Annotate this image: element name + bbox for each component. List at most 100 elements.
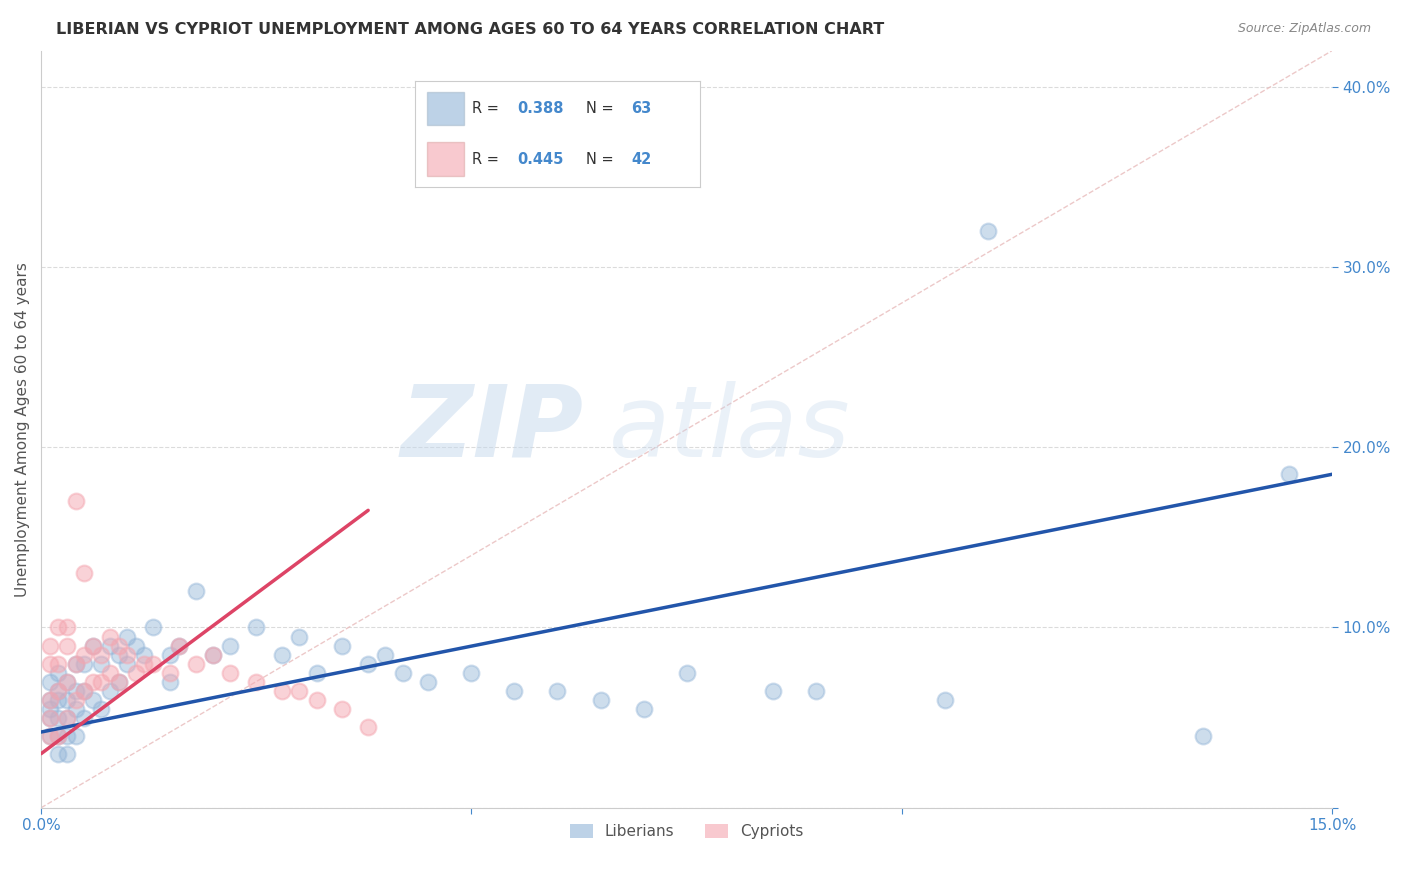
Point [330,701,353,715]
Point [56,747,79,761]
Point [56,692,79,706]
Point [115,657,138,671]
Point [245,620,267,634]
Point [90,648,112,662]
Point [159,665,181,680]
Point [73,566,96,581]
Point [633,701,655,715]
Point [98,630,121,644]
Point [65,729,87,743]
Point [46,692,69,706]
Point [73,683,96,698]
Point [167,639,190,653]
Point [46,620,69,634]
Point [418,674,440,689]
Point [934,692,956,706]
Point [134,648,156,662]
Point [125,665,148,680]
Point [73,648,96,662]
Point [288,683,311,698]
Point [167,639,190,653]
Point [90,701,112,715]
Point [357,720,380,734]
Point [503,683,526,698]
Point [73,657,96,671]
Point [245,674,267,689]
Point [115,648,138,662]
Point [142,620,165,634]
Point [38,674,60,689]
Point [107,674,129,689]
Point [56,620,79,634]
Point [159,674,181,689]
Point [82,674,104,689]
Y-axis label: Unemployment Among Ages 60 to 64 years: Unemployment Among Ages 60 to 64 years [15,261,30,597]
Point [65,494,87,508]
Point [46,683,69,698]
Text: Source: ZipAtlas.com: Source: ZipAtlas.com [1237,22,1371,36]
Point [1192,729,1215,743]
Text: LIBERIAN VS CYPRIOT UNEMPLOYMENT AMONG AGES 60 TO 64 YEARS CORRELATION CHART: LIBERIAN VS CYPRIOT UNEMPLOYMENT AMONG A… [56,22,884,37]
Point [65,657,87,671]
Point [804,683,827,698]
Point [38,729,60,743]
Legend: Liberians, Cypriots: Liberians, Cypriots [564,818,810,846]
Point [288,630,311,644]
Point [547,683,569,698]
Point [73,711,96,725]
Point [357,657,380,671]
Point [46,683,69,698]
Point [65,657,87,671]
Point [38,711,60,725]
Point [90,674,112,689]
Point [38,701,60,715]
Point [82,692,104,706]
Point [115,630,138,644]
Point [1278,467,1301,482]
Point [142,657,165,671]
Point [38,711,60,725]
Point [98,639,121,653]
Point [107,648,129,662]
Point [675,665,697,680]
Point [38,639,60,653]
Point [46,729,69,743]
Point [56,711,79,725]
Point [202,648,225,662]
Text: atlas: atlas [609,381,851,478]
Point [374,648,396,662]
Point [65,692,87,706]
Point [38,729,60,743]
Point [977,224,1000,238]
Point [107,639,129,653]
Point [65,701,87,715]
Point [98,665,121,680]
Point [271,683,294,698]
Point [82,639,104,653]
Point [56,729,79,743]
Point [56,711,79,725]
Point [38,657,60,671]
Point [184,657,207,671]
Point [65,683,87,698]
Point [46,657,69,671]
Point [184,584,207,599]
Point [460,665,482,680]
Point [125,639,148,653]
Point [305,665,328,680]
Point [82,639,104,653]
Point [56,674,79,689]
Point [391,665,413,680]
Point [46,729,69,743]
Point [107,674,129,689]
Point [46,665,69,680]
Text: ZIP: ZIP [401,381,583,478]
Point [56,674,79,689]
Point [38,692,60,706]
Point [219,665,242,680]
Point [46,747,69,761]
Point [56,639,79,653]
Point [330,639,353,653]
Point [202,648,225,662]
Point [134,657,156,671]
